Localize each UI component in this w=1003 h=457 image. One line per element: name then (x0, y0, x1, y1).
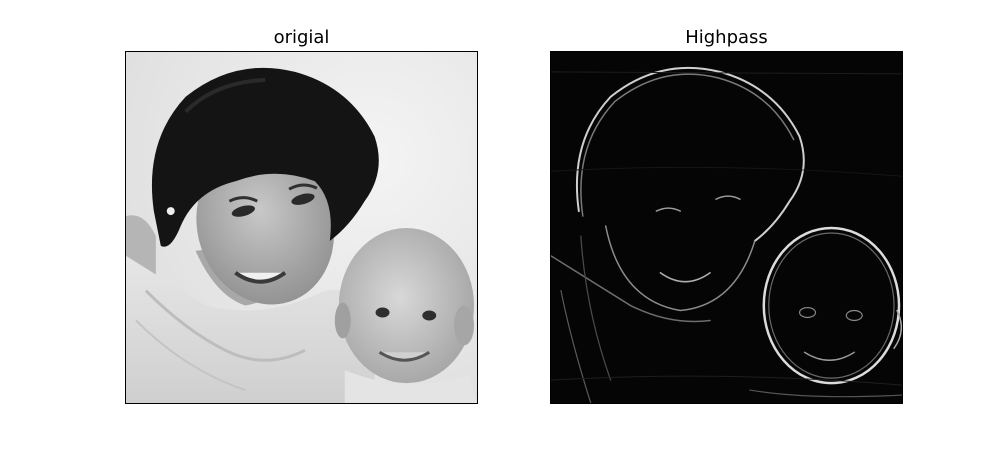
highpass-image-axes (550, 51, 903, 404)
panel-title-original: origial (273, 27, 330, 48)
original-image (126, 52, 477, 403)
highpass-image (551, 52, 902, 403)
original-image-axes (125, 51, 478, 404)
panel-title-highpass: Highpass (685, 27, 768, 48)
